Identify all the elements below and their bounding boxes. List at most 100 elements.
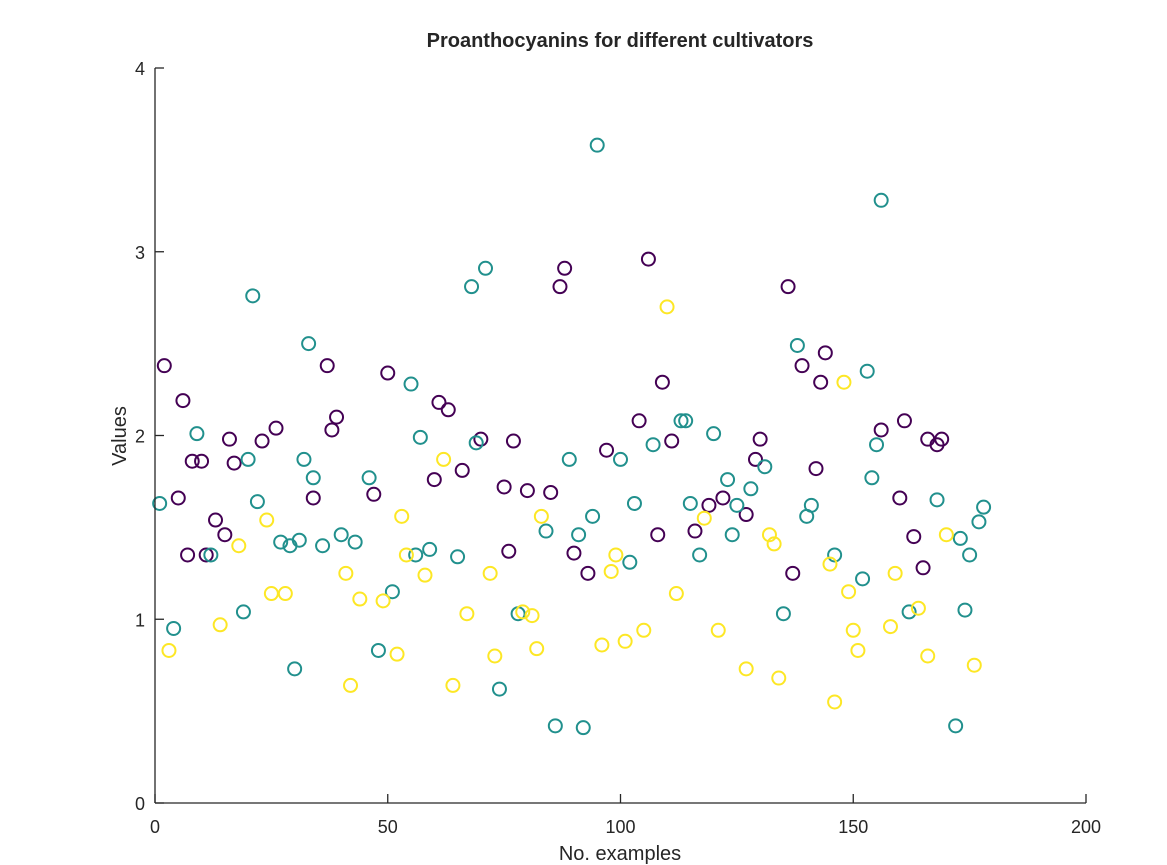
data-point bbox=[845, 622, 861, 638]
data-point bbox=[952, 530, 968, 546]
data-point bbox=[235, 604, 251, 620]
data-point bbox=[603, 563, 619, 579]
y-tick-label: 1 bbox=[135, 610, 145, 630]
data-point bbox=[538, 523, 554, 539]
y-tick-label: 0 bbox=[135, 794, 145, 814]
data-point bbox=[957, 602, 973, 618]
data-point bbox=[208, 512, 224, 528]
data-point bbox=[287, 661, 303, 677]
data-point bbox=[822, 556, 838, 572]
data-point bbox=[701, 497, 717, 513]
data-point bbox=[408, 547, 424, 563]
data-point bbox=[249, 494, 265, 510]
data-point bbox=[557, 260, 573, 276]
data-point bbox=[389, 646, 405, 662]
data-point bbox=[533, 508, 549, 524]
data-point bbox=[813, 374, 829, 390]
data-point bbox=[505, 433, 521, 449]
data-point bbox=[291, 532, 307, 548]
data-point bbox=[464, 279, 480, 295]
data-point bbox=[315, 538, 331, 554]
data-point bbox=[766, 536, 782, 552]
data-point bbox=[478, 260, 494, 276]
y-tick-label: 4 bbox=[135, 59, 145, 79]
data-point bbox=[696, 510, 712, 526]
data-point bbox=[268, 420, 284, 436]
data-point bbox=[319, 358, 335, 374]
data-point bbox=[724, 527, 740, 543]
data-point bbox=[254, 433, 270, 449]
data-point bbox=[333, 527, 349, 543]
data-point bbox=[794, 358, 810, 374]
y-axis-label: Values bbox=[109, 406, 131, 466]
data-point bbox=[184, 453, 200, 469]
data-point bbox=[459, 606, 475, 622]
data-point bbox=[366, 486, 382, 502]
data-point bbox=[473, 431, 489, 447]
data-point bbox=[189, 426, 205, 442]
data-point bbox=[966, 657, 982, 673]
data-point bbox=[166, 620, 182, 636]
data-point bbox=[827, 547, 843, 563]
data-point bbox=[771, 670, 787, 686]
data-point bbox=[161, 642, 177, 658]
data-point bbox=[729, 497, 745, 513]
data-point bbox=[305, 490, 321, 506]
axis-ticks: 0 50 100 150 200 0 1 2 3 4 bbox=[135, 59, 1101, 837]
data-point bbox=[305, 470, 321, 486]
data-point bbox=[194, 453, 210, 469]
data-point bbox=[738, 661, 754, 677]
data-point bbox=[929, 492, 945, 508]
data-point bbox=[380, 365, 396, 381]
data-point bbox=[608, 547, 624, 563]
data-point bbox=[687, 523, 703, 539]
data-point bbox=[761, 527, 777, 543]
data-point bbox=[384, 584, 400, 600]
data-point bbox=[640, 251, 656, 267]
data-point bbox=[468, 435, 484, 451]
data-point bbox=[827, 694, 843, 710]
data-point bbox=[789, 337, 805, 353]
data-point bbox=[524, 608, 540, 624]
data-point bbox=[901, 604, 917, 620]
data-point bbox=[948, 718, 964, 734]
data-point bbox=[273, 534, 289, 550]
data-point bbox=[873, 192, 889, 208]
data-point bbox=[692, 547, 708, 563]
data-point bbox=[873, 422, 889, 438]
data-point bbox=[277, 586, 293, 602]
chart-title: Proanthocyanins for different cultivator… bbox=[427, 30, 814, 52]
data-point bbox=[668, 586, 684, 602]
data-point bbox=[203, 547, 219, 563]
data-point bbox=[566, 545, 582, 561]
data-point bbox=[496, 479, 512, 495]
data-point bbox=[180, 547, 196, 563]
data-point bbox=[808, 461, 824, 477]
data-point bbox=[226, 455, 242, 471]
data-point bbox=[706, 426, 722, 442]
data-point bbox=[324, 422, 340, 438]
data-point bbox=[631, 413, 647, 429]
data-point bbox=[175, 393, 191, 409]
data-point bbox=[775, 606, 791, 622]
data-point bbox=[296, 451, 312, 467]
x-tick-label: 100 bbox=[605, 817, 635, 837]
data-point bbox=[752, 431, 768, 447]
data-point bbox=[682, 495, 698, 511]
data-point bbox=[850, 642, 866, 658]
data-point bbox=[589, 137, 605, 153]
data-point bbox=[710, 622, 726, 638]
data-point bbox=[221, 431, 237, 447]
data-point bbox=[301, 336, 317, 352]
data-point bbox=[240, 451, 256, 467]
data-point bbox=[259, 512, 275, 528]
data-point bbox=[231, 538, 247, 554]
data-point bbox=[664, 433, 680, 449]
x-tick-label: 200 bbox=[1071, 817, 1101, 837]
data-point bbox=[343, 677, 359, 693]
data-point bbox=[440, 402, 456, 418]
data-point bbox=[613, 451, 628, 467]
data-point bbox=[841, 584, 857, 600]
